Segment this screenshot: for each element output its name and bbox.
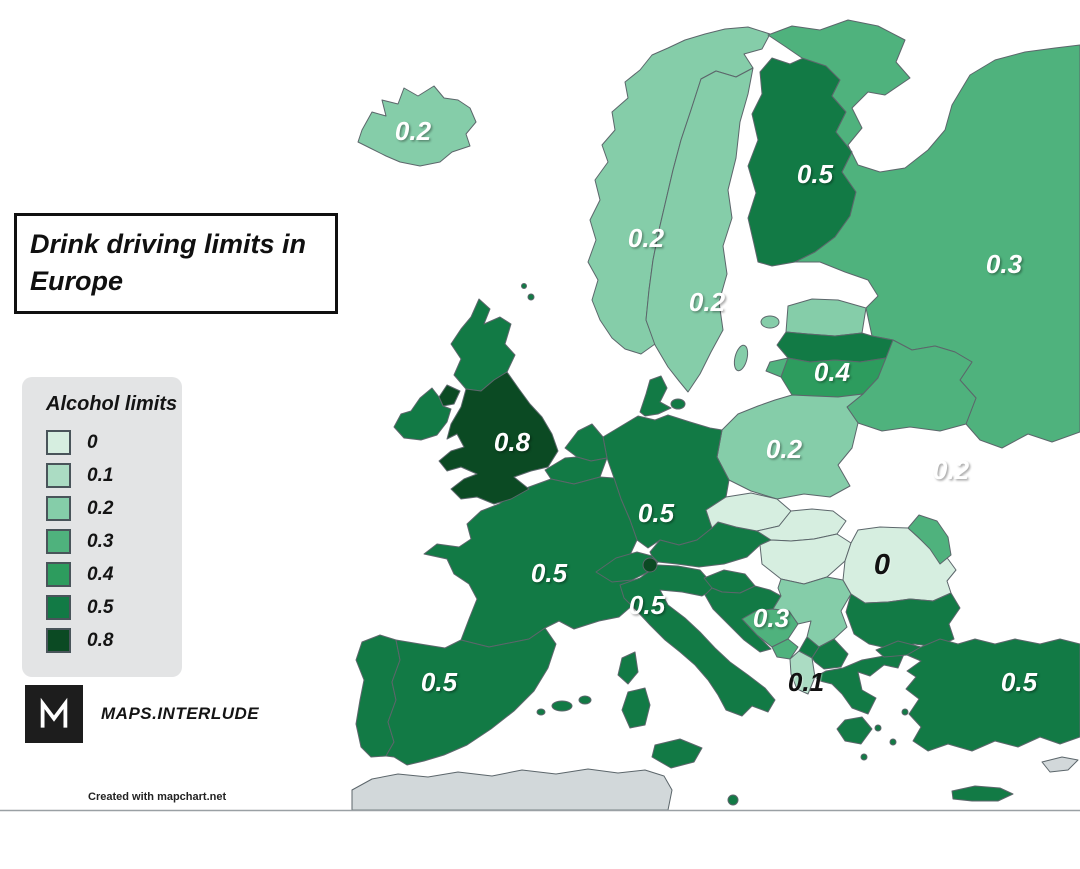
country-aegean-islands[interactable]: [860, 753, 868, 761]
value-label: 0.5: [638, 498, 675, 528]
value-label: 0.5: [629, 590, 666, 620]
legend-label: 0.5: [87, 596, 114, 618]
country-denmark-island[interactable]: [670, 398, 686, 410]
country-aegean-islands[interactable]: [901, 708, 909, 716]
credit-text: Created with mapchart.net: [88, 791, 227, 803]
legend-label: 0: [87, 431, 98, 453]
legend-swatch: [46, 496, 71, 521]
value-label: 0.3: [986, 249, 1023, 279]
value-label: 0.5: [797, 159, 834, 189]
country-northern-ireland[interactable]: [438, 384, 461, 407]
country-greece-peloponnese[interactable]: [836, 716, 873, 745]
legend-swatch: [46, 628, 71, 653]
country-north-africa[interactable]: [351, 768, 673, 811]
country-scotland-isles[interactable]: [527, 293, 535, 301]
country-iceland[interactable]: [357, 85, 477, 167]
legend-item: 0.4: [46, 562, 182, 587]
country-crete[interactable]: [951, 785, 1014, 802]
legend-label: 0.2: [87, 497, 114, 519]
country-hungary[interactable]: [759, 533, 852, 585]
country-balearic-islands[interactable]: [536, 708, 546, 716]
map-title: Drink driving limits in Europe: [14, 213, 338, 314]
value-label: 0.2: [933, 455, 970, 485]
legend-label: 0.1: [87, 464, 114, 486]
legend: Alcohol limits 0 0.1 0.2 0.3 0.4 0.5 0.8: [22, 377, 182, 677]
country-sweden[interactable]: [645, 67, 754, 393]
maps-interlude-logo-icon: [25, 685, 83, 743]
legend-swatch: [46, 430, 71, 455]
value-label: 0.2: [628, 223, 665, 253]
legend-swatch: [46, 562, 71, 587]
country-moldova[interactable]: [907, 514, 952, 565]
country-belarus[interactable]: [846, 339, 977, 432]
legend-label: 0.3: [87, 530, 114, 552]
value-label: 0.1: [788, 667, 824, 697]
country-balearic-islands[interactable]: [551, 700, 573, 712]
value-label: 0.3: [753, 603, 790, 633]
country-poland[interactable]: [716, 393, 864, 500]
legend-item: 0: [46, 430, 182, 455]
country-montenegro[interactable]: [771, 638, 799, 660]
legend-item: 0.8: [46, 628, 182, 653]
country-north-macedonia[interactable]: [811, 638, 849, 670]
value-label: 0.2: [395, 116, 432, 146]
legend-item: 0.2: [46, 496, 182, 521]
value-label: 0.4: [814, 357, 851, 387]
country-corsica[interactable]: [617, 651, 639, 685]
value-label: 0.2: [689, 287, 726, 317]
value-label: 0.5: [1001, 667, 1038, 697]
value-label: 0.5: [531, 558, 568, 588]
value-label: 0.2: [766, 434, 803, 464]
country-liechtenstein[interactable]: [642, 557, 658, 573]
country-balearic-islands[interactable]: [578, 695, 592, 705]
legend-title: Alcohol limits: [46, 393, 178, 415]
country-albania[interactable]: [789, 650, 816, 695]
value-label: 0: [874, 549, 890, 581]
country-cyprus[interactable]: [1041, 756, 1079, 773]
legend-label: 0.4: [87, 563, 114, 585]
country-denmark[interactable]: [639, 375, 672, 417]
country-turkey[interactable]: [905, 638, 1080, 752]
country-netherlands[interactable]: [564, 423, 608, 462]
legend-item: 0.1: [46, 463, 182, 488]
legend-label: 0.8: [87, 629, 114, 651]
country-aegean-islands[interactable]: [874, 724, 882, 732]
branding: MAPS.INTERLUDE: [25, 685, 259, 743]
value-label: 0.8: [494, 427, 531, 457]
country-sicily[interactable]: [651, 738, 703, 769]
value-label: 0.5: [421, 667, 458, 697]
country-bulgaria[interactable]: [845, 592, 961, 650]
country-ireland[interactable]: [393, 387, 452, 441]
country-estonia[interactable]: [785, 298, 867, 337]
legend-items: 0 0.1 0.2 0.3 0.4 0.5 0.8: [46, 430, 182, 653]
legend-item: 0.3: [46, 529, 182, 554]
legend-swatch: [46, 529, 71, 554]
country-england-wales[interactable]: [438, 371, 559, 505]
brand-name: MAPS.INTERLUDE: [101, 704, 260, 723]
legend-swatch: [46, 595, 71, 620]
country-greece[interactable]: [814, 653, 905, 715]
country-aegean-islands[interactable]: [889, 738, 897, 746]
country-malta[interactable]: [727, 794, 739, 806]
legend-item: 0.5: [46, 595, 182, 620]
country-estonia-islands[interactable]: [760, 315, 780, 329]
country-gotland-island[interactable]: [732, 344, 750, 372]
country-scotland-isles[interactable]: [521, 283, 527, 289]
country-spain[interactable]: [385, 627, 557, 766]
country-russia[interactable]: [767, 19, 1080, 449]
country-sardinia[interactable]: [621, 687, 651, 729]
legend-swatch: [46, 463, 71, 488]
